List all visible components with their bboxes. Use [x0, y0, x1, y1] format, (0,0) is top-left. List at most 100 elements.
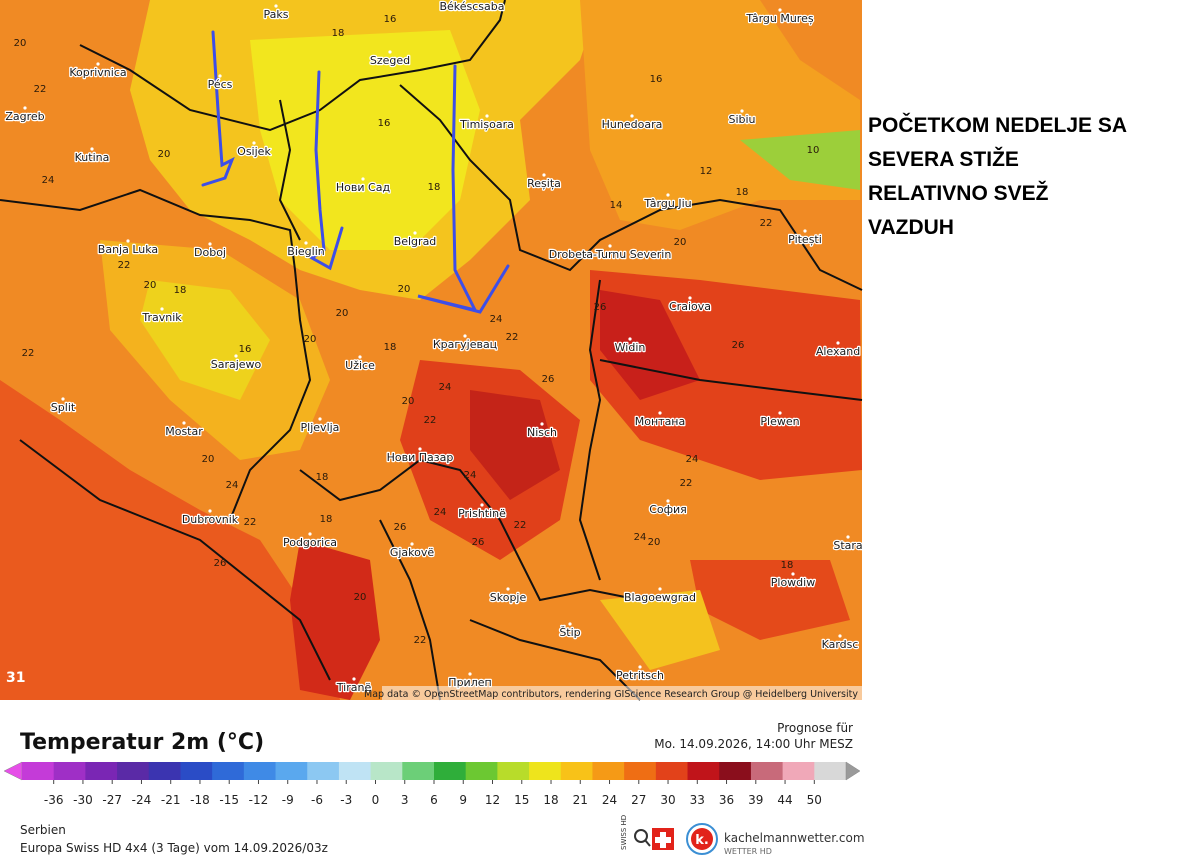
- colorbar-tick-label: 50: [807, 793, 822, 807]
- temperature-label: 10: [807, 145, 820, 156]
- temperature-label: 20: [14, 38, 27, 49]
- sea: [0, 380, 340, 700]
- city-dot: [540, 422, 544, 426]
- border-line: [379, 519, 441, 701]
- colorbar-tick-label: -24: [132, 793, 152, 807]
- temperature-label: 18: [428, 182, 441, 193]
- city-label: Timișoara: [459, 118, 514, 131]
- city-label: Pljevlja: [301, 421, 340, 434]
- temperature-label: 18: [384, 342, 397, 353]
- cool-region: [600, 590, 720, 670]
- city-dot: [308, 532, 312, 536]
- city-label: Blagoewgrad: [624, 591, 696, 604]
- colorbar-tick-label: -36: [44, 793, 64, 807]
- forecast-label: Prognose für: [777, 721, 853, 735]
- colorbar-swatch: [212, 762, 245, 780]
- footer-model: Europa Swiss HD 4x4 (3 Tage) vom 14.09.2…: [20, 841, 328, 855]
- border-line: [299, 458, 641, 602]
- colorbar-swatch: [497, 762, 530, 780]
- city-label: Sarajewo: [211, 358, 262, 371]
- annotation-line: RELATIVNO SVEŽ: [868, 181, 1049, 205]
- city-dot: [846, 535, 850, 539]
- temperature-label: 24: [434, 507, 447, 518]
- city-label: Târgu Jiu: [643, 197, 691, 210]
- city-dot: [628, 337, 632, 341]
- border-line: [469, 619, 641, 701]
- temperature-label: 24: [226, 480, 239, 491]
- city-dot: [160, 307, 164, 311]
- city-dot: [358, 355, 362, 359]
- temperature-label: 24: [464, 470, 477, 481]
- city-dot: [666, 193, 670, 197]
- city-dot: [208, 509, 212, 513]
- city-label: Sibiu: [728, 113, 755, 126]
- city-dot: [23, 106, 27, 110]
- border-line: [599, 359, 863, 401]
- city-label: Prishtinë: [458, 507, 506, 520]
- temperature-label: 18: [332, 28, 345, 39]
- logo-letter: k.: [695, 833, 709, 848]
- city-label: Târgu Mureș: [745, 12, 813, 25]
- city-label: Belgrad: [394, 235, 437, 248]
- colorbar-tick-label: -9: [282, 793, 294, 807]
- temperature-label: 22: [760, 218, 773, 229]
- city-dot: [638, 665, 642, 669]
- colorbar-swatch: [117, 762, 150, 780]
- annotation-line: VAZDUH: [868, 216, 954, 239]
- colorbar-tick-label: 15: [514, 793, 529, 807]
- temperature-label: 20: [354, 592, 367, 603]
- cool-core: [250, 30, 480, 250]
- city-dot: [388, 50, 392, 54]
- temperature-label: 20: [648, 537, 661, 548]
- city-label: Dubrovnik: [182, 513, 239, 526]
- city-label: Hunedoara: [602, 118, 663, 131]
- city-dot: [96, 62, 100, 66]
- colorbar-swatch: [85, 762, 118, 780]
- arrow: [417, 64, 510, 314]
- colorbar-tick-label: 36: [719, 793, 734, 807]
- swiss-cross: [655, 832, 671, 848]
- city-label: Pitești: [788, 233, 822, 246]
- city-dot: [630, 114, 634, 118]
- city-label: Reșița: [527, 177, 561, 190]
- map-labels: Paks Békéscsaba Târgu Mureș Koprivnica Pécs S…: [4, 0, 864, 695]
- colorbar-tick-label: 44: [777, 793, 792, 807]
- temperature-label: 14: [610, 200, 623, 211]
- city-label: Kardsc: [822, 638, 859, 651]
- temperature-label: 18: [781, 560, 794, 571]
- city-dot: [252, 141, 256, 145]
- city-dot: [352, 677, 356, 681]
- city-label: Craiova: [669, 300, 711, 313]
- temperature-label: 24: [42, 175, 55, 186]
- temperature-label: 24: [490, 314, 503, 325]
- city-label: Tiranë: [336, 681, 372, 694]
- annotation-line: SEVERA STIŽE: [868, 147, 1019, 171]
- temperature-label: 16: [239, 344, 252, 355]
- city-dot: [304, 241, 308, 245]
- forecast-time: Mo. 14.09.2026, 14:00 Uhr MESZ: [654, 737, 853, 751]
- temperature-label: 18: [320, 514, 333, 525]
- temperature-label: 16: [650, 74, 663, 85]
- border-line: [399, 84, 863, 291]
- city-dot: [838, 634, 842, 638]
- city-dot: [791, 572, 795, 576]
- city-label: Osijek: [237, 145, 271, 158]
- colorbar-swatch: [560, 762, 593, 780]
- temperature-label: 22: [414, 635, 427, 646]
- colorbar-swatch: [814, 762, 847, 780]
- city-label: Békéscsaba: [439, 0, 504, 13]
- city-label: Mostar: [165, 425, 203, 438]
- colorbar-tick-label: -15: [219, 793, 239, 807]
- arrow: [201, 30, 235, 187]
- corner-label: 31: [6, 670, 25, 686]
- swiss-hd-label: SWISS HD: [620, 815, 628, 850]
- colorbar-tick-label: 18: [543, 793, 558, 807]
- temperature-label: 18: [174, 285, 187, 296]
- temperature-label: 22: [506, 332, 519, 343]
- city-dot: [126, 239, 130, 243]
- colorbar-end: [3, 761, 23, 781]
- colorbar-swatch: [687, 762, 720, 780]
- city-label: Petritsch: [616, 669, 664, 682]
- temperature-label: 20: [158, 149, 171, 160]
- coastline: [19, 439, 331, 681]
